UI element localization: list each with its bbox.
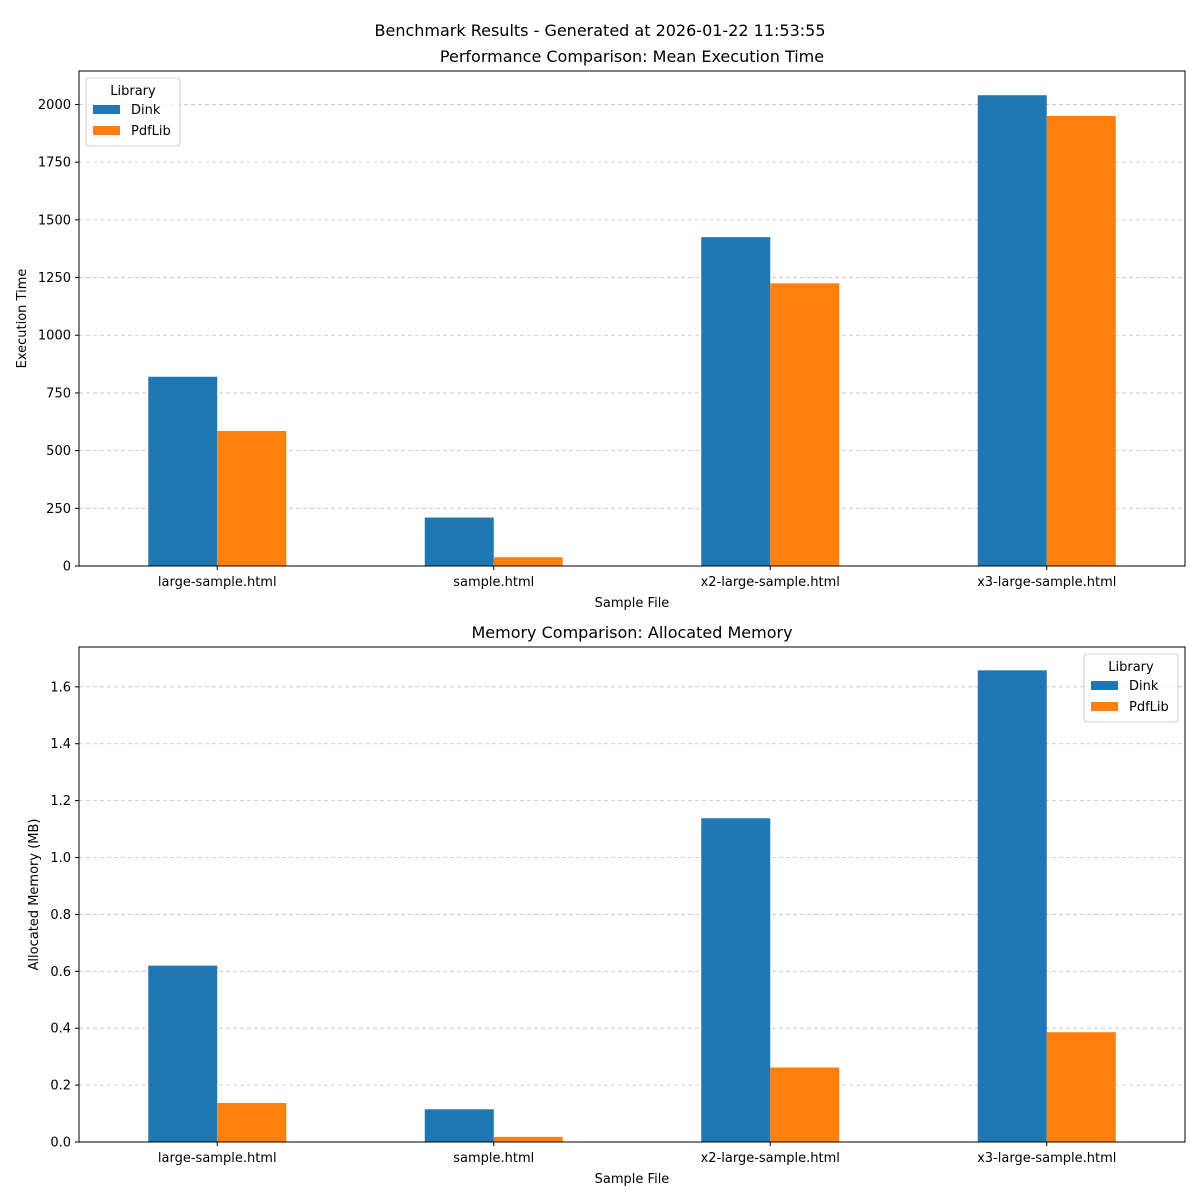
x-tick-label: x2-large-sample.html (701, 1151, 840, 1166)
chart-panel-1: 0 250 500 750 1000 1250 1500 1750 2000 large-samp… (15, 47, 1186, 611)
legend-label-dink: Dink (1129, 679, 1159, 694)
y-tick-label: 250 (46, 502, 71, 517)
legend: Library Dink PdfLib (1083, 653, 1179, 723)
chart-title: Memory Comparison: Allocated Memory (471, 623, 792, 642)
chart-panel-2: 0.0 0.2 0.4 0.6 0.8 1.0 1.2 1.4 1.6 large-sample.… (27, 623, 1186, 1187)
y-tick-label: 1000 (38, 329, 71, 344)
y-axis-label: Allocated Memory (MB) (27, 819, 42, 971)
chart-title: Performance Comparison: Mean Execution T… (440, 47, 824, 66)
legend-label-dink: Dink (131, 103, 161, 118)
legend-swatch-pdflib (93, 126, 120, 135)
x-tick-label: sample.html (453, 1151, 534, 1166)
bar-dink-2 (424, 517, 494, 566)
y-tick-label: 1750 (38, 156, 71, 171)
bar-pdflib-4 (1046, 1032, 1116, 1142)
figure-title: Benchmark Results - Generated at 2026-01… (374, 21, 826, 40)
y-tick-label: 0 (63, 560, 71, 575)
legend-title: Library (110, 84, 156, 99)
bar-pdflib-2 (493, 557, 563, 566)
x-tick-label: x3-large-sample.html (977, 1151, 1116, 1166)
x-tick-label: sample.html (453, 575, 534, 590)
bar-dink-4 (977, 670, 1047, 1142)
x-tick-label: large-sample.html (158, 1151, 277, 1166)
y-tick-label: 0.4 (50, 1022, 71, 1037)
bar-pdflib-3 (770, 283, 840, 566)
legend-label-pdflib: PdfLib (131, 124, 171, 139)
y-tick-label: 1250 (38, 271, 71, 286)
legend-swatch-pdflib (1091, 702, 1118, 711)
y-tick-label: 0.2 (50, 1079, 71, 1094)
x-tick-label: x3-large-sample.html (977, 575, 1116, 590)
y-tick-label: 1.0 (50, 851, 71, 866)
y-tick-label: 500 (46, 444, 71, 459)
y-tick-label: 1.2 (50, 794, 71, 809)
bar-dink-3 (701, 237, 771, 566)
x-axis-label: Sample File (595, 596, 670, 611)
x-tick-label: large-sample.html (158, 575, 277, 590)
plot-frame (78, 70, 1186, 567)
y-tick-label: 2000 (38, 98, 71, 113)
y-tick-label: 1500 (38, 213, 71, 228)
y-tick-label: 0.8 (50, 908, 71, 923)
y-axis-label: Execution Time (15, 269, 30, 369)
bar-pdflib-2 (493, 1136, 563, 1142)
legend-swatch-dink (1091, 681, 1118, 690)
y-tick-label: 0.6 (50, 965, 71, 980)
legend-title: Library (1108, 660, 1154, 675)
bar-pdflib-1 (217, 1103, 287, 1142)
plot-frame (78, 646, 1186, 1143)
bar-dink-2 (424, 1109, 494, 1142)
y-tick-label: 750 (46, 386, 71, 401)
y-tick-label: 1.6 (50, 680, 71, 695)
x-axis-label: Sample File (595, 1172, 670, 1187)
x-tick-label: x2-large-sample.html (701, 575, 840, 590)
bar-dink-1 (148, 965, 218, 1142)
legend-swatch-dink (93, 105, 120, 114)
bar-pdflib-4 (1046, 116, 1116, 566)
bar-dink-1 (148, 376, 218, 566)
y-tick-label: 0.0 (50, 1136, 71, 1151)
legend: Library Dink PdfLib (85, 77, 181, 147)
legend-label-pdflib: PdfLib (1129, 700, 1169, 715)
bar-pdflib-3 (770, 1067, 840, 1142)
y-tick-label: 1.4 (50, 737, 71, 752)
bar-dink-3 (701, 818, 771, 1142)
bar-pdflib-1 (217, 431, 287, 566)
bar-dink-4 (977, 95, 1047, 566)
